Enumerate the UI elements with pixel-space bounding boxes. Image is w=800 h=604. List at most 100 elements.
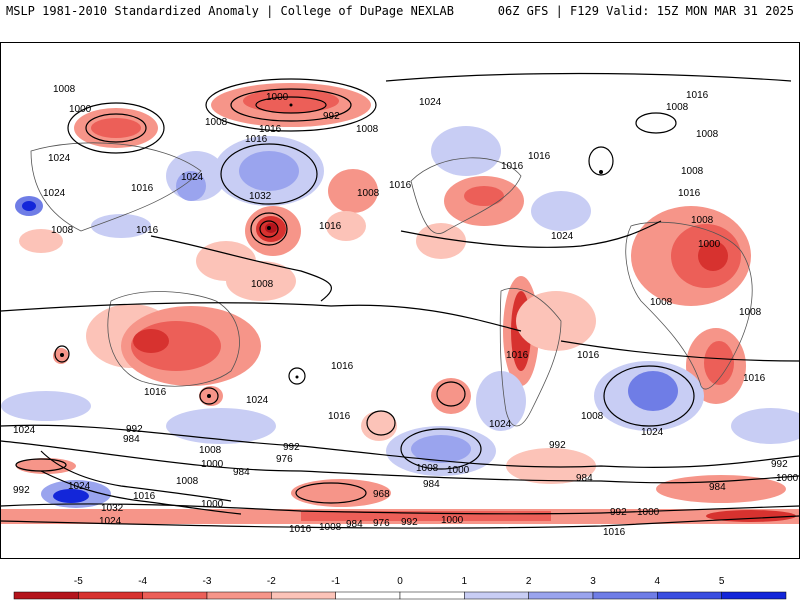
contour-label: 992	[13, 485, 30, 496]
colorbar-tick-label: 5	[719, 576, 725, 587]
contour-label: 1000	[441, 515, 464, 526]
contour-label: 1000	[447, 465, 470, 476]
contour-label: 1016	[528, 151, 551, 162]
contour-label: 1000	[776, 473, 799, 484]
colorbar-tick-label: -1	[331, 576, 340, 587]
contour-label: 1024	[489, 419, 512, 430]
colorbar-tick-label: 0	[397, 576, 403, 587]
contour-label: 1024	[181, 172, 204, 183]
contour-label: 992	[126, 424, 143, 435]
contour-label: 1024	[68, 481, 91, 492]
contour-label: 1024	[641, 427, 664, 438]
contour-label: 992	[771, 459, 788, 470]
colorbar-ticks: -5 -4 -3 -2 -1 0 1 2 3 4 5	[74, 576, 725, 587]
contour-label: 1024	[419, 97, 442, 108]
contour-label: 1024	[48, 153, 71, 164]
contour-label: 1016	[389, 180, 412, 191]
contour-label: 1008	[650, 297, 673, 308]
contour-label: 992	[549, 440, 566, 451]
colorbar-swatch	[399, 591, 465, 600]
contour-label: 1008	[357, 188, 380, 199]
colorbar-swatch	[464, 591, 529, 600]
map-title: MSLP 1981-2010 Standardized Anomaly | Co…	[6, 4, 454, 18]
colorbar-swatch	[721, 591, 787, 600]
contour-label: 992	[323, 111, 340, 122]
contour-label: 1016	[501, 161, 524, 172]
contour-label: 1008	[739, 307, 762, 318]
contour-labels: 1008 1000 1024 1016 1024 1008 1016 1000 …	[13, 84, 799, 538]
contour-label: 984	[233, 467, 250, 478]
contour-label: 1008	[51, 225, 74, 236]
contour-label: 984	[576, 473, 593, 484]
contour-label: 1016	[743, 373, 766, 384]
contour-label: 1008	[205, 117, 228, 128]
colorbar-scale: -5 -4 -3 -2 -1 0 1 2 3 4 5	[13, 576, 787, 600]
contour-label: 1000	[637, 507, 660, 518]
colorbar-swatch	[271, 591, 336, 600]
contour-label: 1016	[289, 524, 312, 535]
contour-label: 1008	[681, 166, 704, 177]
colorbar-tick-label: 2	[526, 576, 532, 587]
colorbar-swatch	[142, 591, 208, 600]
contour-label: 1008	[696, 129, 719, 140]
colorbar-tick-label: -3	[203, 576, 212, 587]
contour-label: 1016	[133, 491, 156, 502]
contour-label: 1032	[101, 503, 124, 514]
contour-label: 992	[283, 442, 300, 453]
contour-label: 1016	[136, 225, 159, 236]
contour-label: 1016	[259, 124, 282, 135]
contour-label: 968	[373, 489, 390, 500]
contour-label: 1024	[43, 188, 66, 199]
anomaly-map: 1008 1000 1024 1016 1024 1008 1016 1000 …	[1, 72, 799, 538]
contour-label: 976	[373, 518, 390, 529]
contour-label: 1008	[53, 84, 76, 95]
contour-label: 1000	[69, 104, 92, 115]
contour-label: 984	[346, 519, 363, 530]
low-pressure-centers	[60, 103, 603, 398]
contour-label: 1008	[666, 102, 689, 113]
contour-label: 1016	[328, 411, 351, 422]
colorbar-swatch	[528, 591, 594, 600]
contour-label: 1016	[686, 90, 709, 101]
contour-label: 1024	[246, 395, 269, 406]
model-run-info: 06Z GFS | F129 Valid: 15Z MON MAR 31 202…	[497, 4, 794, 18]
colorbar-tick-label: -5	[74, 576, 83, 587]
contour-label: 1024	[13, 425, 36, 436]
contour-label: 1000	[266, 92, 289, 103]
contour-label: 1016	[131, 183, 154, 194]
contour-label: 1008	[251, 279, 274, 290]
contour-label: 1008	[691, 215, 714, 226]
contour-label: 992	[610, 507, 627, 518]
contour-label: 1024	[99, 516, 122, 527]
colorbar-swatch	[206, 591, 272, 600]
colorbar-swatch	[78, 591, 143, 600]
contour-label: 1008	[176, 476, 199, 487]
contour-label: 984	[423, 479, 440, 490]
contour-label: 1016	[144, 387, 167, 398]
map-panel: 1008 1000 1024 1016 1024 1008 1016 1000 …	[0, 42, 800, 559]
contour-label: 1016	[245, 134, 268, 145]
contour-label: 1016	[678, 188, 701, 199]
contour-label: 1000	[201, 459, 224, 470]
colorbar-tick-label: 4	[655, 576, 661, 587]
colorbar-swatch	[335, 591, 401, 600]
colorbar-tick-label: 1	[462, 576, 468, 587]
contour-label: 1016	[331, 361, 354, 372]
contour-label: 1024	[551, 231, 574, 242]
contour-label: 976	[276, 454, 293, 465]
contour-label: 1008	[319, 522, 342, 533]
contour-label: 1008	[581, 411, 604, 422]
contour-label: 992	[401, 517, 418, 528]
contour-label: 1016	[319, 221, 342, 232]
contour-label: 1008	[356, 124, 379, 135]
contour-label: 1016	[603, 527, 626, 538]
colorbar-swatch	[13, 591, 79, 600]
colorbar-swatches	[13, 591, 787, 600]
contour-label: 1008	[199, 445, 222, 456]
colorbar-swatch	[657, 591, 722, 600]
coastlines	[30, 142, 753, 427]
negative-anomaly-shading	[1, 126, 799, 508]
colorbar: -5 -4 -3 -2 -1 0 1 2 3 4 5	[0, 572, 800, 600]
contour-label: 1008	[416, 463, 439, 474]
contour-label: 1000	[698, 239, 721, 250]
